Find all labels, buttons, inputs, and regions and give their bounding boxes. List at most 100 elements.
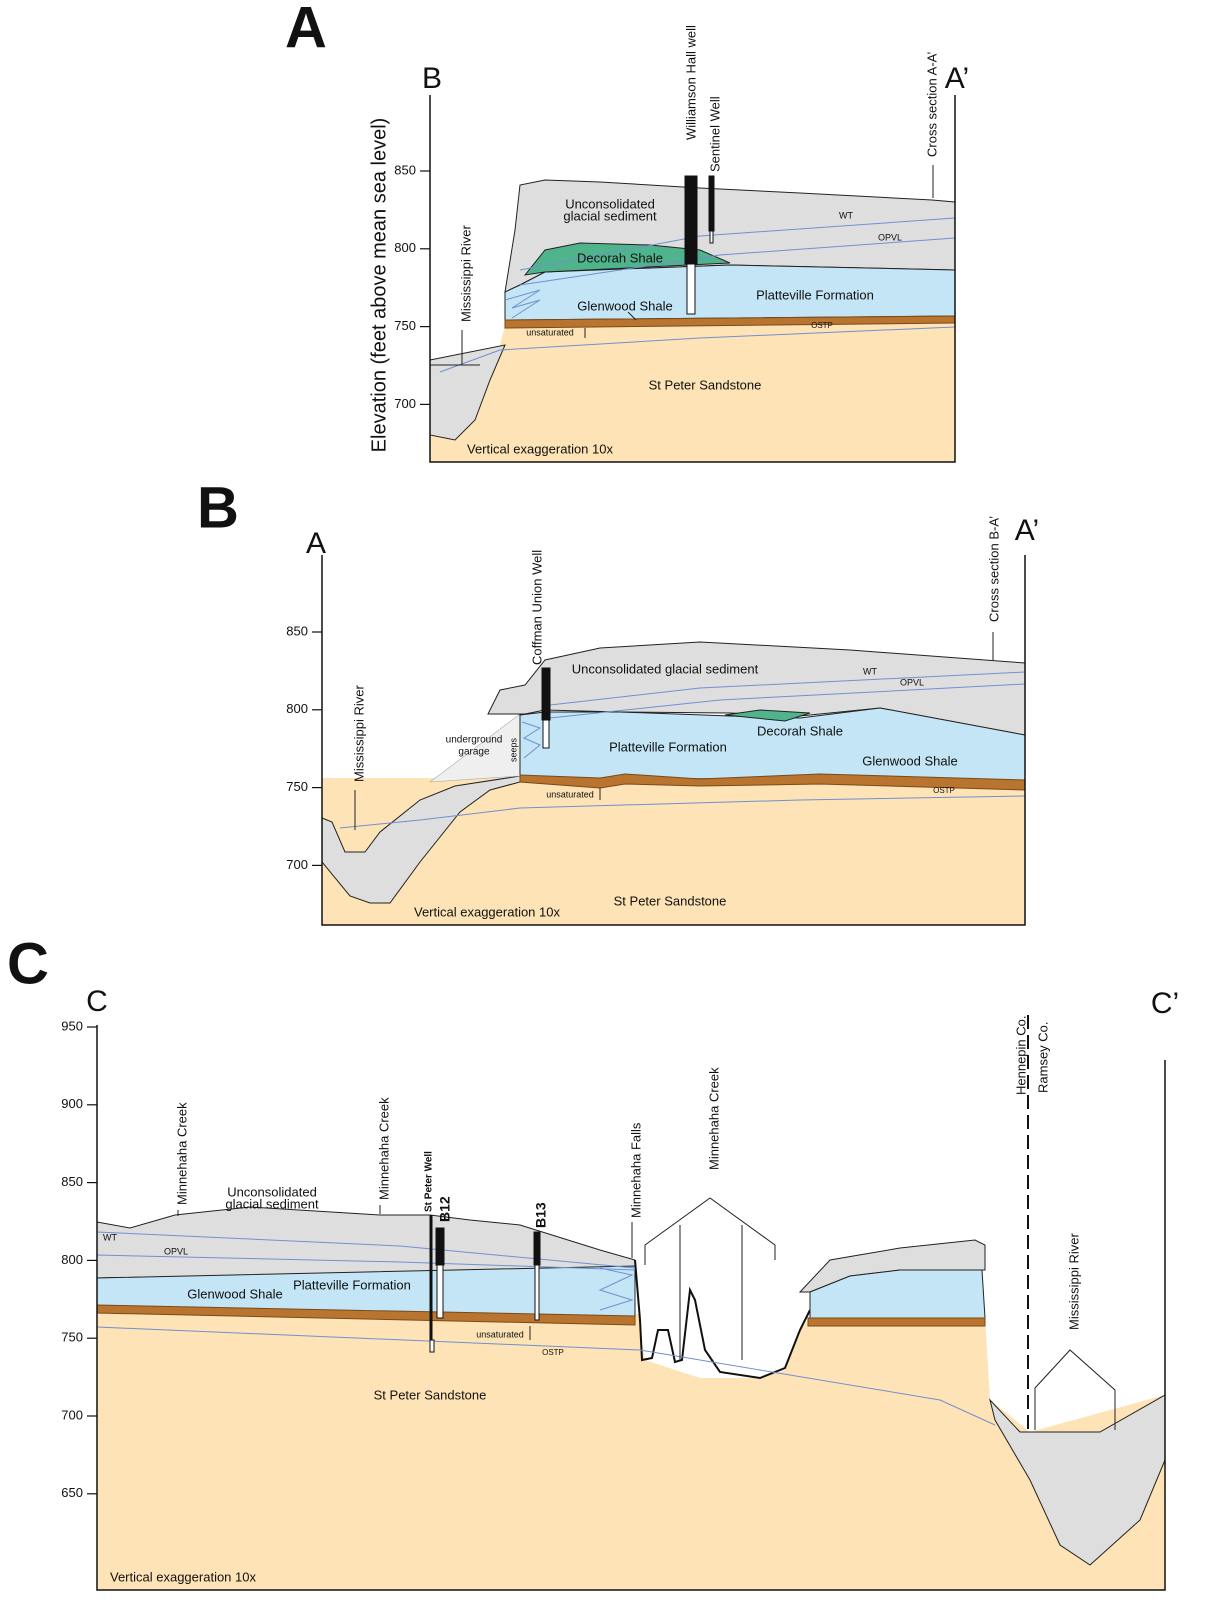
tick-label: 650 (61, 1485, 83, 1500)
label: Coffman Union Well (529, 550, 544, 665)
sandstone (430, 320, 955, 462)
label: OPVL (900, 677, 924, 687)
label: OSTP (542, 1348, 564, 1357)
label: Cross section A-A’ (924, 52, 939, 157)
label: Mississippi River (458, 225, 473, 322)
label: Minnehaha Creek (706, 1067, 721, 1170)
platteville (504, 264, 956, 321)
tick-label: 750 (394, 318, 416, 333)
tick-label: 700 (286, 857, 308, 872)
label: unsaturated (476, 1329, 524, 1339)
tick-label: 800 (61, 1252, 83, 1267)
label: St Peter Sandstone (649, 377, 762, 392)
label: Glenwood Shale (187, 1286, 282, 1301)
label: Williamson Hall well (683, 25, 698, 140)
decorah (724, 709, 811, 722)
tick-label: 700 (394, 396, 416, 411)
panel-letter: A (285, 0, 327, 60)
section-end: A’ (1015, 514, 1039, 547)
tick-label: 750 (286, 779, 308, 794)
well-casing (533, 1231, 541, 1266)
sandstone (322, 850, 380, 925)
ostp-line (339, 795, 1026, 829)
section-end: C (86, 985, 108, 1018)
water-table (549, 671, 1026, 706)
label: St Peter Sandstone (614, 893, 727, 908)
label: Platteville Formation (293, 1277, 411, 1292)
well-screen (542, 719, 550, 749)
tick-label: 700 (61, 1407, 83, 1422)
label: OSTP (933, 786, 955, 795)
label: WT (839, 210, 853, 220)
well-screen (686, 263, 696, 315)
ostp-line (439, 326, 956, 373)
panel-letter: B (197, 475, 239, 540)
water-table (96, 1231, 636, 1269)
label: unsaturated (546, 789, 594, 799)
label: Mississippi River (351, 685, 366, 782)
tick-label: 950 (61, 1018, 83, 1033)
label: Unconsolidated (565, 196, 655, 211)
opvl-line (549, 683, 1026, 719)
well-casing (684, 175, 698, 265)
label: B13 (533, 1202, 549, 1228)
label: St Peter Sandstone (374, 1387, 487, 1402)
tick-label: 850 (61, 1174, 83, 1189)
opvl-line (519, 237, 956, 286)
panel-letter: C (7, 931, 49, 996)
well-screen (534, 1264, 540, 1321)
ostp-line (96, 1326, 996, 1426)
interfingering (598, 1267, 634, 1311)
tick-label: 750 (61, 1330, 83, 1345)
axis (96, 1025, 1166, 1591)
label: seeps (508, 737, 518, 762)
label: unsaturated (526, 327, 574, 337)
label: Vertical exaggeration 10x (414, 904, 560, 919)
label: Decorah Shale (757, 723, 843, 738)
label: Minnehaha Falls (628, 1122, 643, 1218)
well-casing (435, 1227, 445, 1266)
well-casing (541, 667, 551, 721)
axis-title: Elevation (feet above mean sea level) (368, 118, 390, 453)
glenwood (807, 1317, 986, 1327)
interfingering (504, 289, 541, 319)
label: Platteville Formation (609, 739, 727, 754)
label: Ramsey Co. (1035, 1021, 1050, 1093)
label: B12 (437, 1196, 453, 1222)
gorge (635, 1258, 810, 1378)
tick-label: 850 (394, 162, 416, 177)
label: glacial sediment (563, 208, 657, 223)
tick-label: 800 (286, 701, 308, 716)
label: OPVL (164, 1246, 188, 1256)
well-screen (429, 1339, 435, 1353)
label: Minnehaha Creek (376, 1097, 391, 1200)
label: Minnehaha Creek (174, 1102, 189, 1205)
section-end: C’ (1151, 987, 1179, 1020)
label: WT (863, 666, 877, 676)
callout (1034, 1349, 1116, 1430)
water-table (519, 217, 956, 271)
section-end: A’ (945, 62, 969, 95)
opvl-line (96, 1254, 636, 1271)
label: Unconsolidated glacial sediment (572, 661, 759, 676)
label: Sentinel Well (707, 96, 722, 172)
section-end: A (306, 527, 326, 560)
valley-fill (989, 1394, 1166, 1566)
decorah (523, 242, 731, 276)
callout (644, 1197, 776, 1265)
label: Cross section B-A’ (986, 516, 1001, 622)
interfingering (521, 721, 542, 759)
label: Unconsolidated (227, 1184, 317, 1199)
sandstone (97, 1308, 1165, 1590)
label: Hennepin Co. (1013, 1016, 1028, 1096)
label: garage (458, 747, 490, 758)
tick-label: 850 (286, 623, 308, 638)
tick-label: 800 (394, 240, 416, 255)
label: underground (446, 735, 503, 746)
tick-label: 900 (61, 1096, 83, 1111)
well-screen (709, 230, 714, 244)
gorge-wall (634, 1259, 811, 1380)
label: OPVL (878, 232, 902, 242)
